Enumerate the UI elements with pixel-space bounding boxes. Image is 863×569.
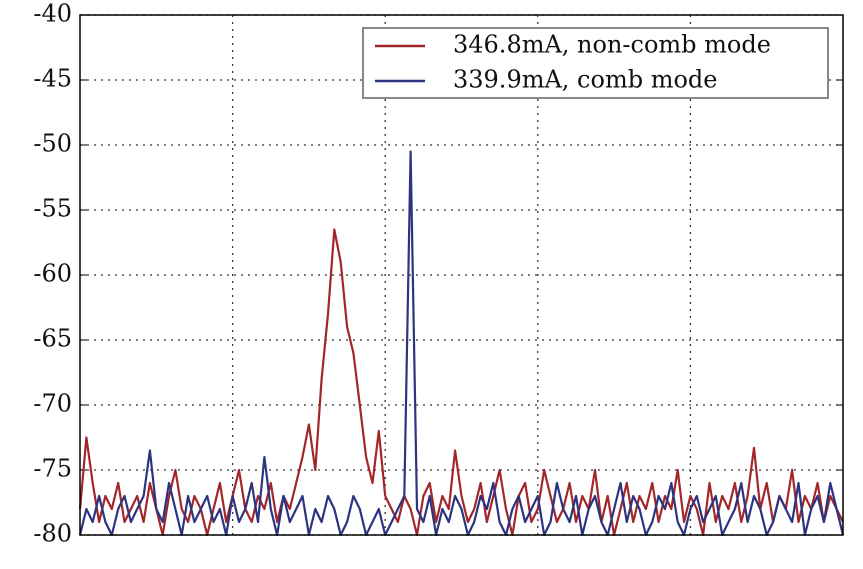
plot-frame [79, 14, 844, 536]
y-tick-label: -65 [33, 325, 72, 353]
y-tick-label: -70 [33, 390, 72, 418]
legend-label: 346.8mA, non-comb mode [453, 31, 771, 59]
y-tick-label: -60 [33, 260, 72, 288]
series-line [78, 150, 845, 537]
series-line [78, 228, 844, 537]
y-tick-label: -45 [33, 65, 72, 93]
y-tick-label: -40 [33, 0, 72, 28]
y-tick-label: -75 [33, 455, 72, 483]
y-tick-label: -50 [33, 130, 72, 158]
y-tick-label: -80 [33, 520, 72, 548]
legend-label: 339.9mA, comb mode [453, 66, 717, 94]
legend-box [362, 27, 829, 99]
y-tick-label: -55 [33, 195, 72, 223]
